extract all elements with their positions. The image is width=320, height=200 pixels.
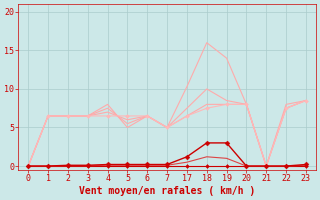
X-axis label: Vent moyen/en rafales ( km/h ): Vent moyen/en rafales ( km/h ) <box>79 186 255 196</box>
